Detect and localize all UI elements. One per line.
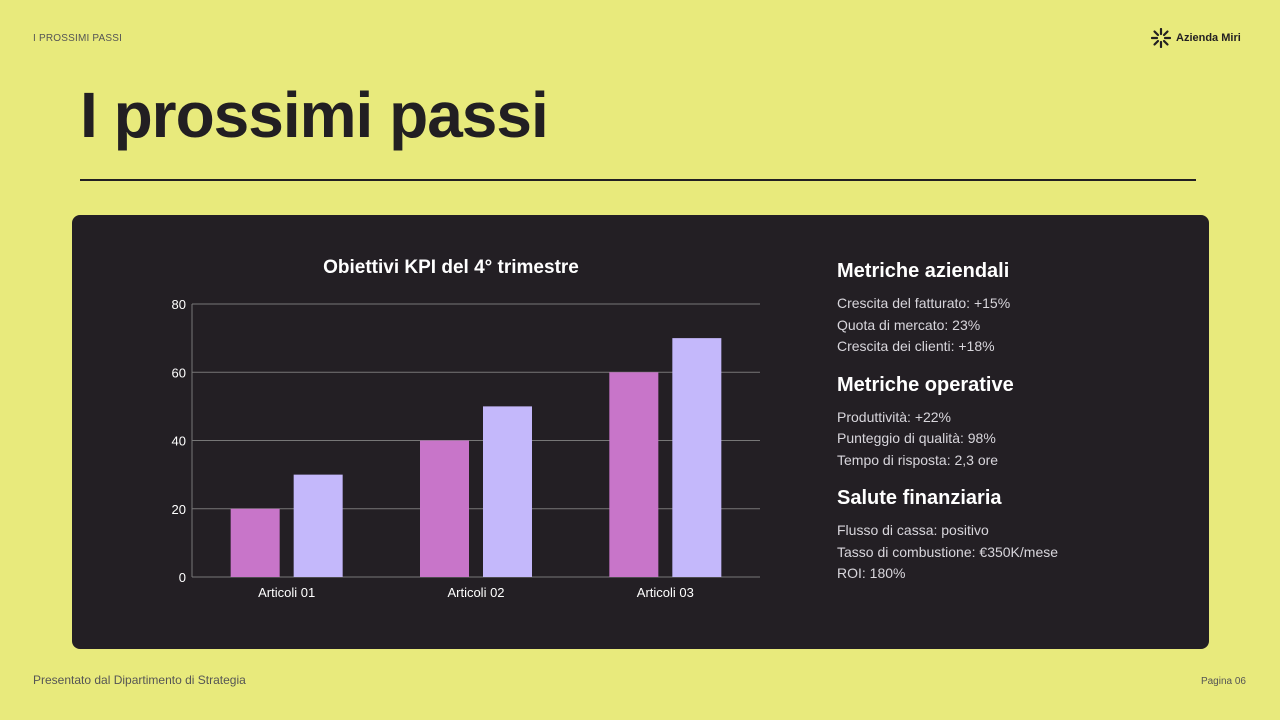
sunburst-icon <box>1151 28 1171 48</box>
section-label: I PROSSIMI PASSI <box>33 33 123 44</box>
metric-item: Tasso di combustione: €350K/mese <box>837 543 1059 560</box>
metric-item: Crescita dei clienti: +18% <box>837 338 995 354</box>
presenter-footer: Presentato dal Dipartimento di Strategia <box>33 673 246 687</box>
metric-item: Punteggio di qualità: 98% <box>837 430 996 446</box>
metric-item: Produttività: +22% <box>837 408 952 425</box>
brand-name: Azienda Miri <box>1176 32 1241 44</box>
metric-item: Tempo di risposta: 2,3 ore <box>837 451 999 468</box>
metric-group-title: Metriche aziendali <box>837 260 1010 282</box>
y-tick-label: 0 <box>179 570 186 585</box>
bar <box>609 372 659 577</box>
page-number: Pagina 06 <box>1200 676 1246 687</box>
metric-item: Flusso di cassa: positivo <box>837 522 989 538</box>
metric-item: Crescita del fatturato: +15% <box>837 295 1011 311</box>
x-tick-label: Articoli 03 <box>637 585 694 600</box>
title-divider <box>80 179 1196 181</box>
y-tick-label: 80 <box>172 297 186 312</box>
bar <box>420 440 469 577</box>
x-tick-label: Articoli 02 <box>447 585 504 600</box>
content-panel: Obiettivi KPI del 4° trimestre 0 20 40 60 80… <box>72 215 1209 649</box>
brand-logo: Azienda Miri <box>1151 28 1241 48</box>
metric-group-business: Metriche aziendali Crescita del fatturat… <box>837 260 1058 358</box>
metric-group-operational: Metriche operative Produttività: +22% Pu… <box>837 374 1058 472</box>
bar <box>230 508 280 577</box>
x-tick-label: Articoli 01 <box>258 585 315 600</box>
bar <box>293 474 343 577</box>
page-title: I prossimi passi <box>80 79 549 151</box>
y-tick-label: 20 <box>172 502 186 517</box>
y-tick-label: 40 <box>172 434 186 449</box>
metric-group-title: Salute finanziaria <box>837 487 1002 509</box>
bar <box>672 338 722 577</box>
metrics-list: Metriche aziendali Crescita del fatturat… <box>837 260 1058 601</box>
chart-title: Obiettivi KPI del 4° trimestre <box>323 257 579 278</box>
metric-item: ROI: 180% <box>837 565 906 581</box>
kpi-bar-chart: Obiettivi KPI del 4° trimestre 0 20 40 60 80… <box>172 257 760 600</box>
metric-group-financial: Salute finanziaria Flusso di cassa: posi… <box>837 487 1058 585</box>
metric-group-title: Metriche operative <box>837 373 1014 396</box>
bar <box>483 406 532 577</box>
y-tick-label: 60 <box>172 365 186 380</box>
metric-item: Quota di mercato: 23% <box>837 316 981 333</box>
